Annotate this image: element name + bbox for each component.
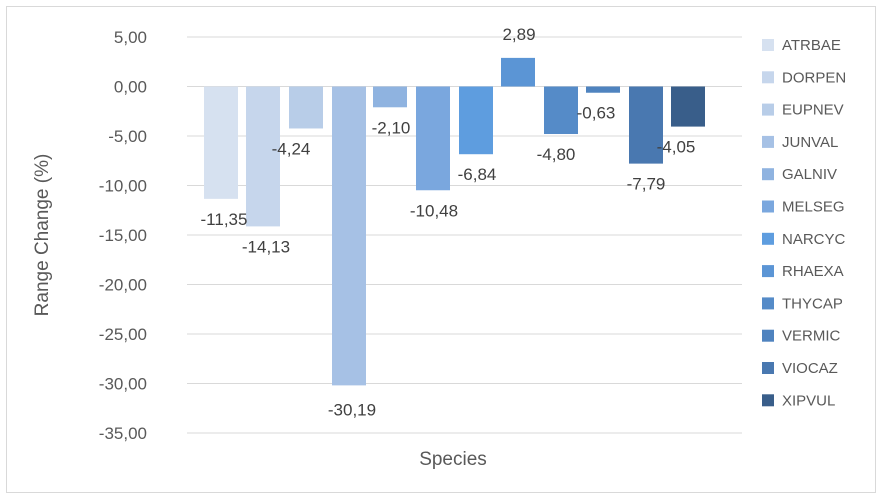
data-label-atrbae: -11,35 [201,210,248,229]
data-label-thycap: -4,80 [537,145,576,164]
data-label-rhaexa: 2,89 [502,25,535,44]
legend-swatch-melseg [762,200,774,213]
legend-label-viocaz: VIOCAZ [782,360,838,377]
y-tick-label: -15,00 [99,226,147,245]
bar-thycap [544,86,578,135]
bar-galniv [373,86,407,108]
x-axis-title: Species [419,449,487,470]
bar-rhaexa [501,57,535,87]
legend-swatch-atrbae [762,39,774,51]
data-label-junval: -30,19 [328,400,376,419]
legend-label-eupnev: EUPNEV [782,102,844,119]
data-label-dorpen: -14,13 [242,237,290,256]
bars [204,57,705,386]
bar-atrbae [204,86,238,199]
y-axis-title: Range Change (%) [32,154,53,317]
legend-swatch-thycap [762,297,774,310]
data-label-melseg: -10,48 [410,201,458,220]
legend-label-galniv: GALNIV [782,166,837,183]
legend: ATRBAE DORPEN EUPNEV JUNVAL GALNIV MELSEG NARC… [762,37,846,409]
legend-swatch-galniv [762,168,774,181]
data-label-vermic: -0,63 [577,104,616,123]
bar-vermic [586,86,620,93]
bar-xipvul [671,86,705,127]
bar-junval [332,86,366,386]
legend-swatch-narcyc [762,232,774,245]
legend-label-narcyc: NARCYC [782,231,846,248]
bar-viocaz [629,86,663,164]
data-label-viocaz: -7,79 [627,175,666,194]
y-tick-label: 5,00 [114,28,147,47]
data-label-eupnev: -4,24 [272,139,311,158]
y-tick-label: -25,00 [99,325,147,344]
legend-label-rhaexa: RHAEXA [782,263,844,280]
y-tick-label: -30,00 [99,375,147,394]
bar-narcyc [459,86,493,155]
legend-swatch-xipvul [762,394,774,407]
bar-dorpen [246,86,280,227]
legend-swatch-junval [762,135,774,148]
legend-swatch-dorpen [762,71,774,84]
legend-label-dorpen: DORPEN [782,69,846,86]
legend-swatch-eupnev [762,103,774,116]
y-axis-ticks: 5,00 0,00 -5,00 -10,00 -15,00 -20,00 -25,00 -30… [99,28,147,443]
y-tick-label: -5,00 [108,127,147,146]
legend-swatch-vermic [762,329,774,342]
legend-label-atrbae: ATRBAE [782,37,841,54]
legend-label-thycap: THYCAP [782,295,843,312]
data-label-galniv: -2,10 [372,118,411,137]
legend-label-junval: JUNVAL [782,134,838,151]
y-tick-label: -10,00 [99,177,147,196]
y-tick-label: -35,00 [99,424,147,443]
bar-melseg [416,86,450,191]
data-labels: -11,35 -14,13 -4,24 -30,19 -2,10 -10,48-6,84 2… [201,25,696,419]
bar-eupnev [289,86,323,129]
legend-swatch-rhaexa [762,265,774,278]
data-label-xipvul: -4,05 [657,138,696,157]
legend-swatch-viocaz [762,362,774,374]
data-label-narcyc: -6,84 [458,165,497,184]
legend-label-melseg: MELSEG [782,199,845,216]
legend-label-xipvul: XIPVUL [782,392,835,409]
y-tick-label: -20,00 [99,276,147,295]
y-tick-label: 0,00 [114,78,147,97]
legend-label-vermic: VERMIC [782,328,841,345]
